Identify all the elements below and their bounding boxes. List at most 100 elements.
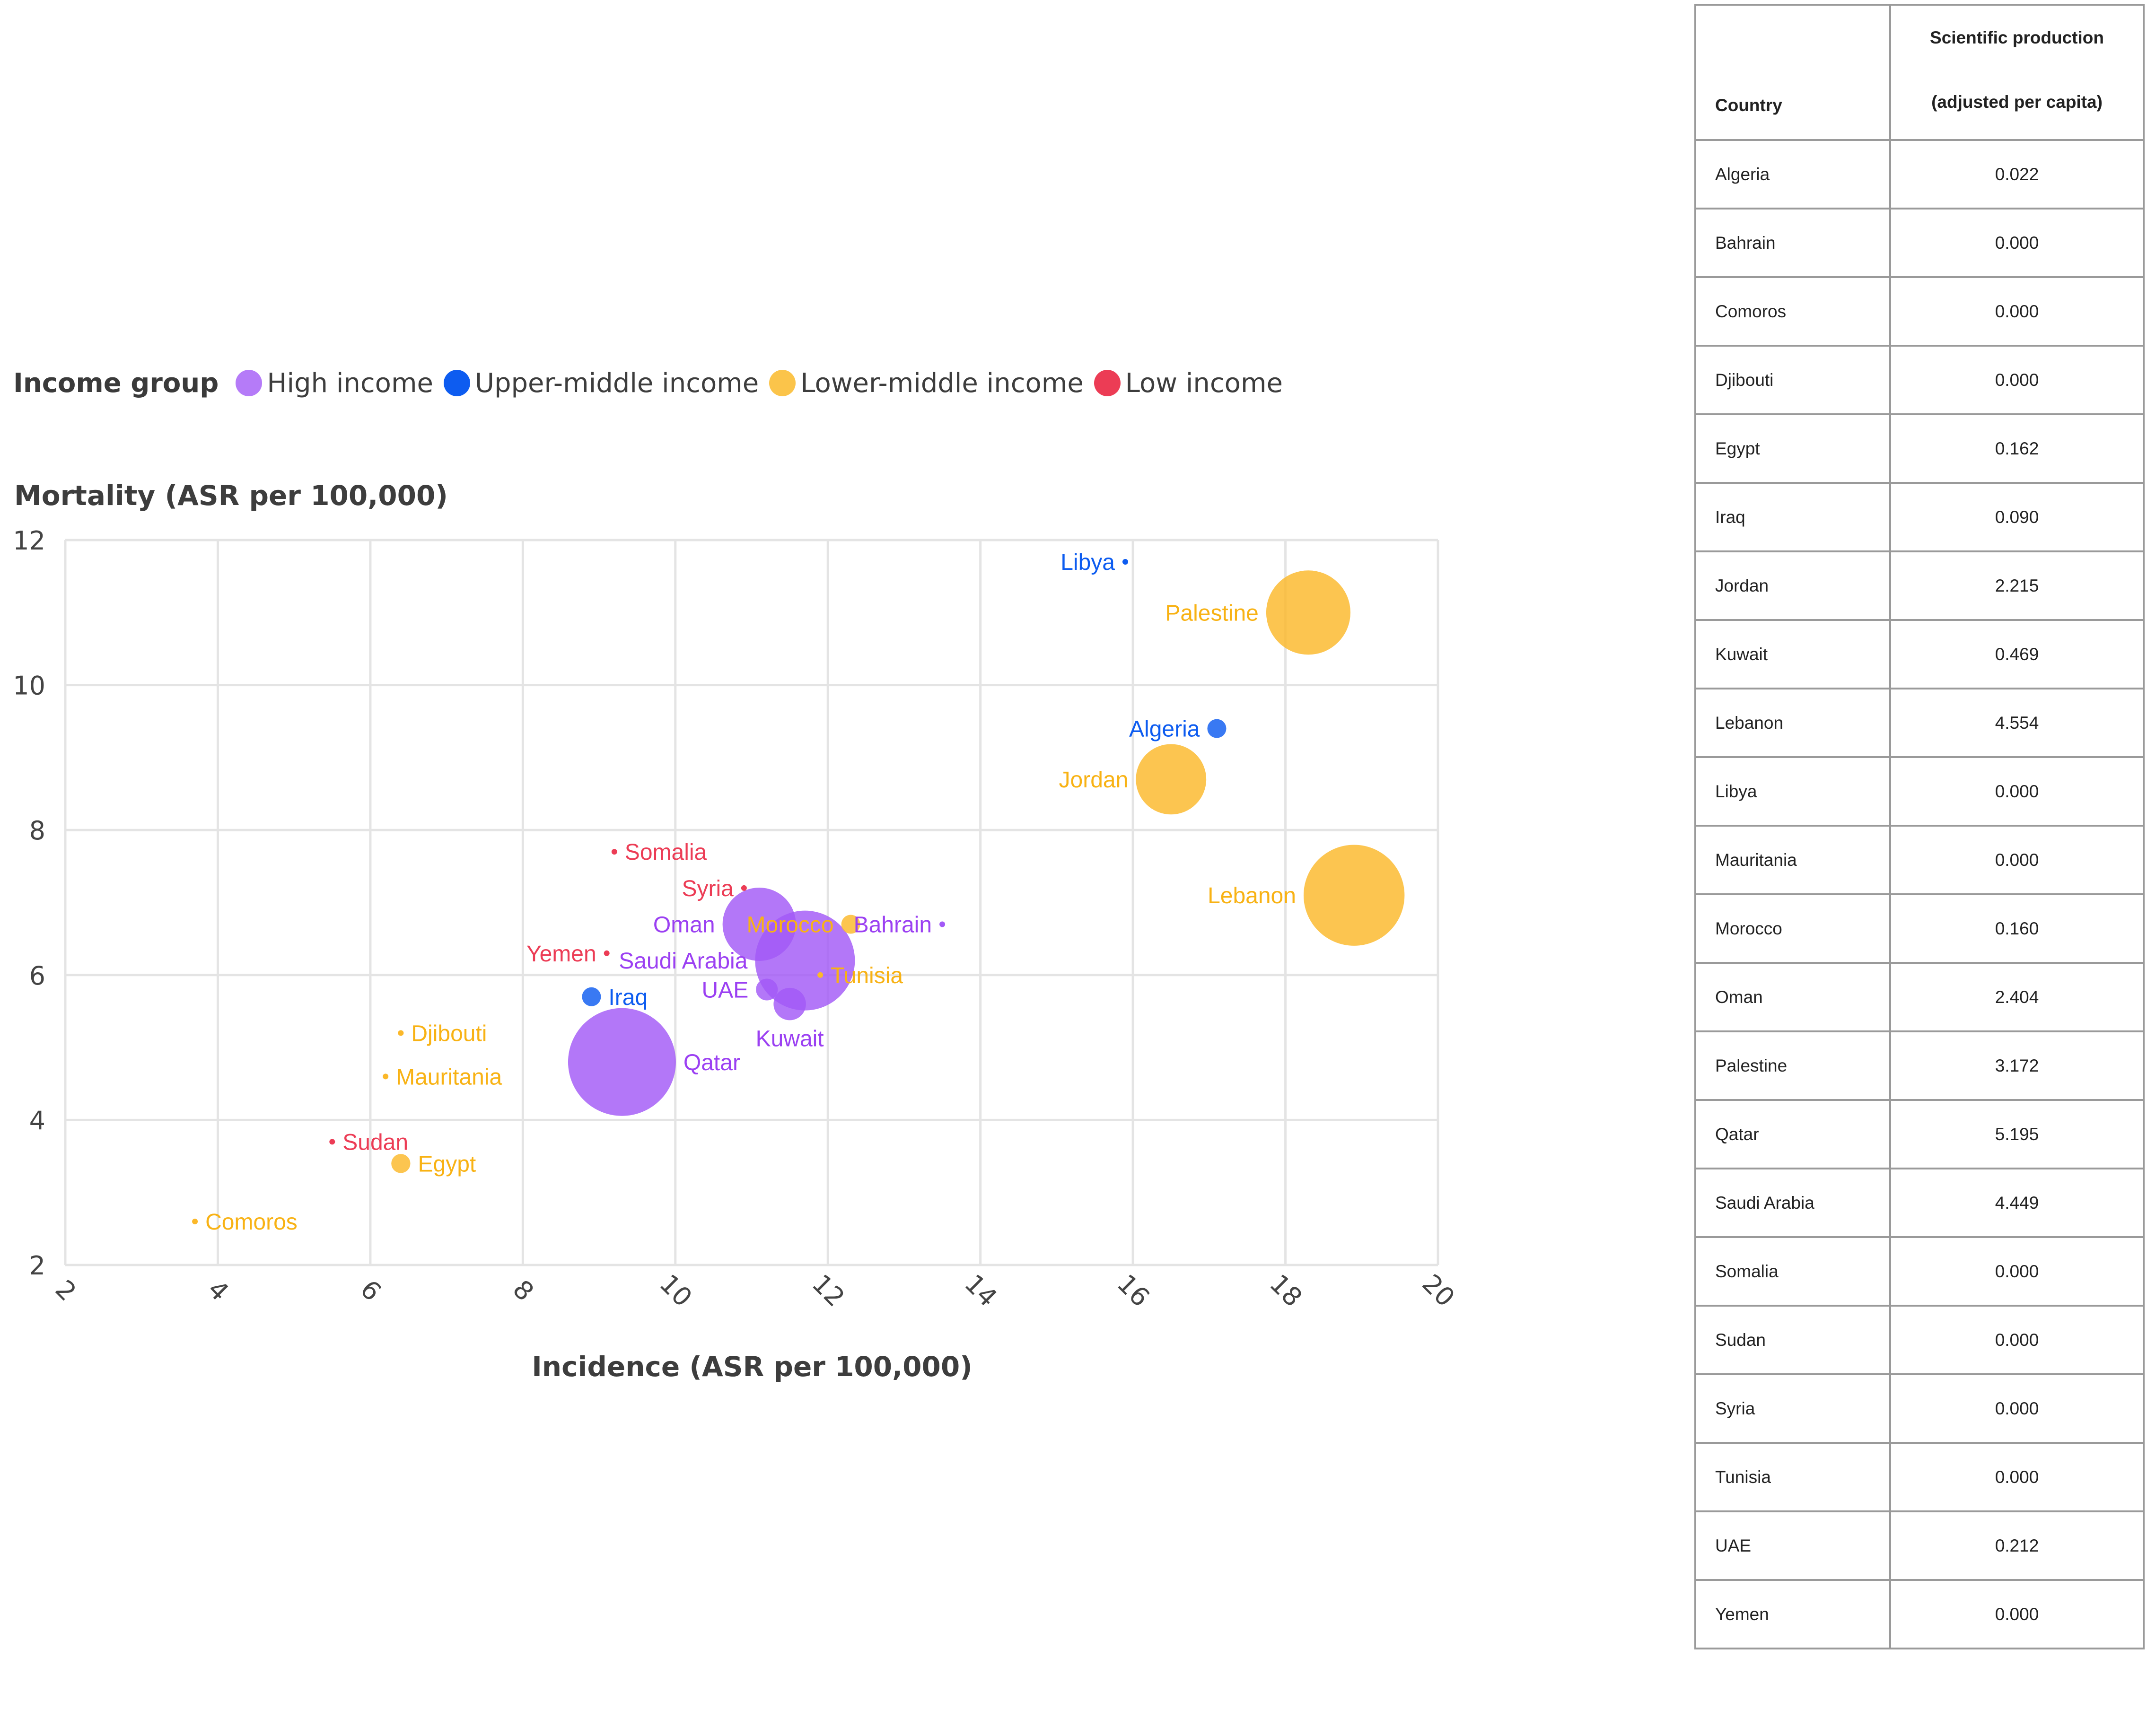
legend-swatch-high <box>236 370 263 396</box>
table-header-row: Country Scientific production (adjusted … <box>1694 4 2145 141</box>
table-row: Tunisia 0.000 <box>1694 1442 2145 1512</box>
table-cell-country: UAE <box>1694 1510 1891 1581</box>
table-cell-value: 0.000 <box>1889 756 2145 827</box>
bubble-jordan[interactable] <box>1136 744 1207 815</box>
bubble-label-bahrain: Bahrain <box>854 912 932 937</box>
legend: Income group High income Upper-middle in… <box>13 364 1293 402</box>
bubble-yemen[interactable] <box>604 950 610 956</box>
x-tick-label: 20 <box>1416 1268 1460 1312</box>
legend-swatch-low <box>1094 370 1121 396</box>
bubble-oman[interactable] <box>722 887 796 961</box>
bubble-morocco[interactable] <box>841 915 860 934</box>
table-row: Palestine 3.172 <box>1694 1030 2145 1101</box>
table-cell-value: 0.212 <box>1889 1510 2145 1581</box>
legend-item-low[interactable]: Low income <box>1094 368 1283 399</box>
bubble-label-saudi-arabia: Saudi Arabia <box>619 949 748 974</box>
legend-swatch-upper-middle <box>443 370 470 396</box>
bubble-label-jordan: Jordan <box>1059 768 1129 793</box>
x-tick-label: 6 <box>355 1274 387 1307</box>
table-row: Djibouti 0.000 <box>1694 345 2145 415</box>
table-row: Bahrain 0.000 <box>1694 208 2145 278</box>
bubble-label-tunisia: Tunisia <box>831 963 903 988</box>
bubble-iraq[interactable] <box>582 987 601 1006</box>
legend-label-low: Low income <box>1125 367 1283 399</box>
table-cell-value: 0.160 <box>1889 893 2145 964</box>
bubble-algeria[interactable] <box>1207 719 1227 738</box>
bubble-syria[interactable] <box>741 885 747 891</box>
table-cell-country: Sudan <box>1694 1305 1891 1375</box>
table-cell-value: 5.195 <box>1889 1099 2145 1169</box>
x-tick-label: 10 <box>654 1268 698 1312</box>
bubble-label-somalia: Somalia <box>625 840 707 865</box>
table-cell-value: 0.000 <box>1889 825 2145 895</box>
table-cell-country: Tunisia <box>1694 1442 1891 1512</box>
y-tick-label: 4 <box>29 1106 45 1135</box>
table-cell-country: Qatar <box>1694 1099 1891 1169</box>
scientific-production-table: Country Scientific production (adjusted … <box>1694 4 2145 1649</box>
table-row: Comoros 0.000 <box>1694 276 2145 347</box>
x-tick-label: 2 <box>50 1274 82 1307</box>
bubble-label-qatar: Qatar <box>684 1050 740 1075</box>
x-tick-label: 8 <box>507 1274 540 1307</box>
bubble-label-syria: Syria <box>682 876 734 901</box>
table-cell-value: 0.000 <box>1889 1579 2145 1649</box>
bubble-mauritania[interactable] <box>383 1073 389 1080</box>
bubble-label-oman: Oman <box>653 912 715 937</box>
table-cell-value: 0.090 <box>1889 482 2145 552</box>
bubble-label-comoros: Comoros <box>205 1210 298 1235</box>
table-cell-country: Iraq <box>1694 482 1891 552</box>
header-sci-line1: Scientific production <box>1930 28 2104 47</box>
table-row: UAE 0.212 <box>1694 1510 2145 1581</box>
bubble-bahrain[interactable] <box>939 921 946 927</box>
bubble-label-iraq: Iraq <box>608 985 648 1010</box>
header-country: Country <box>1694 4 1891 141</box>
table-row: Algeria 0.022 <box>1694 139 2145 209</box>
bubble-somalia[interactable] <box>611 849 617 855</box>
table-cell-country: Syria <box>1694 1373 1891 1444</box>
table-row: Mauritania 0.000 <box>1694 825 2145 895</box>
legend-item-lower-middle[interactable]: Lower-middle income <box>769 368 1084 399</box>
legend-item-upper-middle[interactable]: Upper-middle income <box>443 368 759 399</box>
bubble-comoros[interactable] <box>192 1219 198 1225</box>
bubble-lebanon[interactable] <box>1303 845 1405 946</box>
bubble-label-lebanon: Lebanon <box>1208 883 1296 908</box>
table-cell-country: Egypt <box>1694 413 1891 484</box>
table-cell-country: Palestine <box>1694 1030 1891 1101</box>
table-row: Morocco 0.160 <box>1694 893 2145 964</box>
header-sci-line2: (adjusted per capita) <box>1931 92 2103 112</box>
table-row: Libya 0.000 <box>1694 756 2145 827</box>
bubble-libya[interactable] <box>1122 558 1128 565</box>
table-cell-value: 4.449 <box>1889 1168 2145 1238</box>
y-tick-label: 12 <box>13 526 45 556</box>
bubble-tunisia[interactable] <box>817 972 824 978</box>
x-tick-label: 18 <box>1264 1268 1308 1312</box>
x-tick-label: 12 <box>806 1268 850 1312</box>
x-tick-label: 14 <box>959 1268 1003 1312</box>
bubble-label-uae: UAE <box>702 977 749 1003</box>
legend-item-high[interactable]: High income <box>236 368 433 399</box>
table-cell-value: 0.000 <box>1889 1236 2145 1307</box>
table-cell-value: 0.469 <box>1889 619 2145 689</box>
legend-label-high: High income <box>267 367 433 399</box>
legend-swatch-lower-middle <box>769 370 796 396</box>
bubble-qatar[interactable] <box>568 1008 676 1116</box>
bubble-egypt[interactable] <box>391 1154 411 1173</box>
table-cell-value: 0.000 <box>1889 345 2145 415</box>
bubble-kuwait[interactable] <box>773 987 806 1021</box>
table-body: Algeria 0.022 Bahrain 0.000 Comoros 0.000 Djib… <box>1694 139 2145 1649</box>
bubble-label-yemen: Yemen <box>526 942 596 967</box>
table-cell-country: Saudi Arabia <box>1694 1168 1891 1238</box>
bubble-label-palestine: Palestine <box>1165 601 1258 626</box>
bubble-chart: Mortality (ASR per 100,000) 2 4 6 8 10 12 14 16… <box>13 480 1460 1383</box>
bubble-label-libya: Libya <box>1060 550 1115 575</box>
bubble-uae[interactable] <box>756 978 778 1001</box>
bubble-label-sudan: Sudan <box>342 1130 408 1155</box>
bubble-sudan[interactable] <box>329 1139 335 1145</box>
table-row: Jordan 2.215 <box>1694 550 2145 621</box>
table-cell-country: Oman <box>1694 962 1891 1032</box>
y-tick-label: 10 <box>13 671 45 701</box>
table-cell-value: 0.000 <box>1889 1305 2145 1375</box>
bubble-palestine[interactable] <box>1266 570 1350 655</box>
bubble-label-mauritania: Mauritania <box>396 1064 502 1090</box>
bubble-djibouti[interactable] <box>398 1030 404 1036</box>
